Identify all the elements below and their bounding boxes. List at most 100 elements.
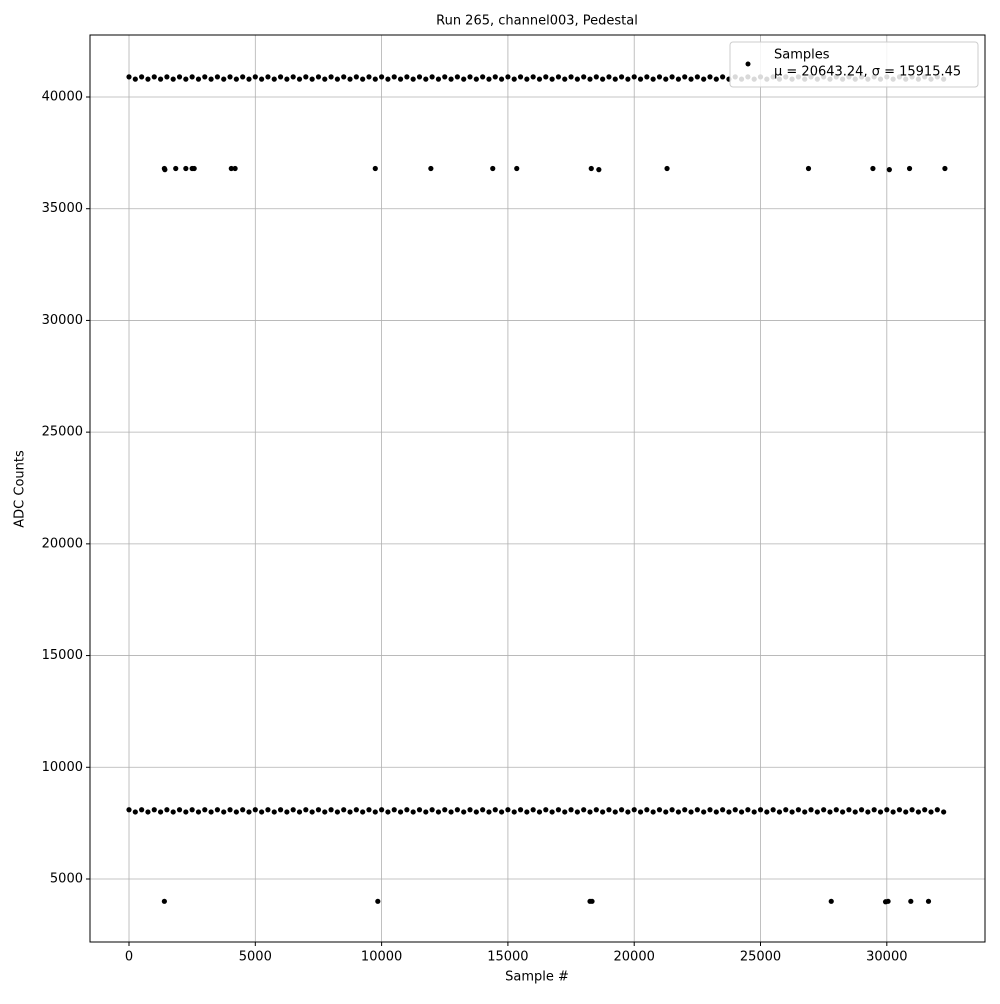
point xyxy=(183,809,189,815)
point xyxy=(397,809,404,815)
point xyxy=(498,76,505,82)
x-tick-label: 5000 xyxy=(239,950,272,965)
y-tick-label: 15000 xyxy=(42,648,83,663)
point xyxy=(315,807,322,813)
point xyxy=(296,809,303,815)
point xyxy=(745,807,751,813)
point xyxy=(379,807,385,813)
point xyxy=(593,807,599,813)
point xyxy=(827,809,833,815)
legend-label: Samples xyxy=(774,48,830,63)
point xyxy=(233,76,239,82)
point xyxy=(600,76,606,82)
point xyxy=(669,74,675,80)
point xyxy=(906,165,913,172)
point xyxy=(157,809,164,815)
point xyxy=(151,74,157,80)
point xyxy=(176,807,183,813)
point xyxy=(846,807,852,813)
point xyxy=(164,807,170,813)
point xyxy=(277,807,284,813)
point xyxy=(574,76,580,82)
point xyxy=(618,807,625,813)
point xyxy=(588,165,594,172)
point xyxy=(908,898,914,904)
point xyxy=(473,76,479,82)
point xyxy=(833,807,839,813)
point xyxy=(852,809,858,815)
point xyxy=(885,898,891,904)
point xyxy=(587,76,593,82)
point xyxy=(688,809,694,815)
point xyxy=(682,74,688,80)
point xyxy=(232,165,238,172)
point xyxy=(265,807,271,813)
point xyxy=(126,74,132,80)
point xyxy=(568,74,574,80)
point xyxy=(593,74,599,80)
point xyxy=(663,76,669,82)
point xyxy=(183,165,189,172)
point xyxy=(454,74,460,80)
point xyxy=(637,76,644,82)
point xyxy=(505,74,511,80)
point xyxy=(454,807,460,813)
point xyxy=(404,807,410,813)
point xyxy=(164,74,170,80)
point xyxy=(631,74,637,80)
point xyxy=(240,74,246,80)
point xyxy=(589,898,595,904)
point xyxy=(650,809,656,815)
point xyxy=(151,807,157,813)
point xyxy=(132,76,138,82)
point xyxy=(328,74,334,80)
point xyxy=(435,809,442,815)
point xyxy=(514,165,520,172)
point xyxy=(840,809,846,815)
point xyxy=(870,165,876,172)
x-axis-label: Sample # xyxy=(505,970,569,985)
point xyxy=(738,809,745,815)
point xyxy=(467,74,473,80)
point xyxy=(713,76,719,82)
point xyxy=(941,809,947,815)
point xyxy=(372,165,378,172)
point xyxy=(259,809,265,815)
point xyxy=(277,74,284,80)
point xyxy=(202,74,208,80)
point xyxy=(375,898,381,904)
point xyxy=(688,76,694,82)
x-tick-label: 25000 xyxy=(740,950,781,965)
point xyxy=(202,807,208,813)
point xyxy=(720,807,726,813)
point xyxy=(555,807,562,813)
point xyxy=(410,76,416,82)
point xyxy=(170,76,176,82)
point xyxy=(663,809,669,815)
point xyxy=(631,807,637,813)
y-tick-label: 35000 xyxy=(42,201,83,216)
point xyxy=(214,74,221,80)
point xyxy=(360,76,366,82)
point xyxy=(126,807,132,813)
point xyxy=(720,74,726,80)
point xyxy=(391,74,397,80)
point xyxy=(385,76,391,82)
point xyxy=(726,809,732,815)
point xyxy=(707,74,713,80)
point xyxy=(637,809,644,815)
point xyxy=(606,807,612,813)
point xyxy=(271,809,277,815)
point xyxy=(562,809,568,815)
point xyxy=(517,807,524,813)
point xyxy=(442,74,448,80)
point xyxy=(490,165,496,172)
point xyxy=(195,76,202,82)
point xyxy=(574,809,580,815)
point xyxy=(644,807,650,813)
point xyxy=(252,74,258,80)
point xyxy=(366,74,372,80)
chart-title: Run 265, channel003, Pedestal xyxy=(436,14,638,29)
point xyxy=(228,165,234,172)
